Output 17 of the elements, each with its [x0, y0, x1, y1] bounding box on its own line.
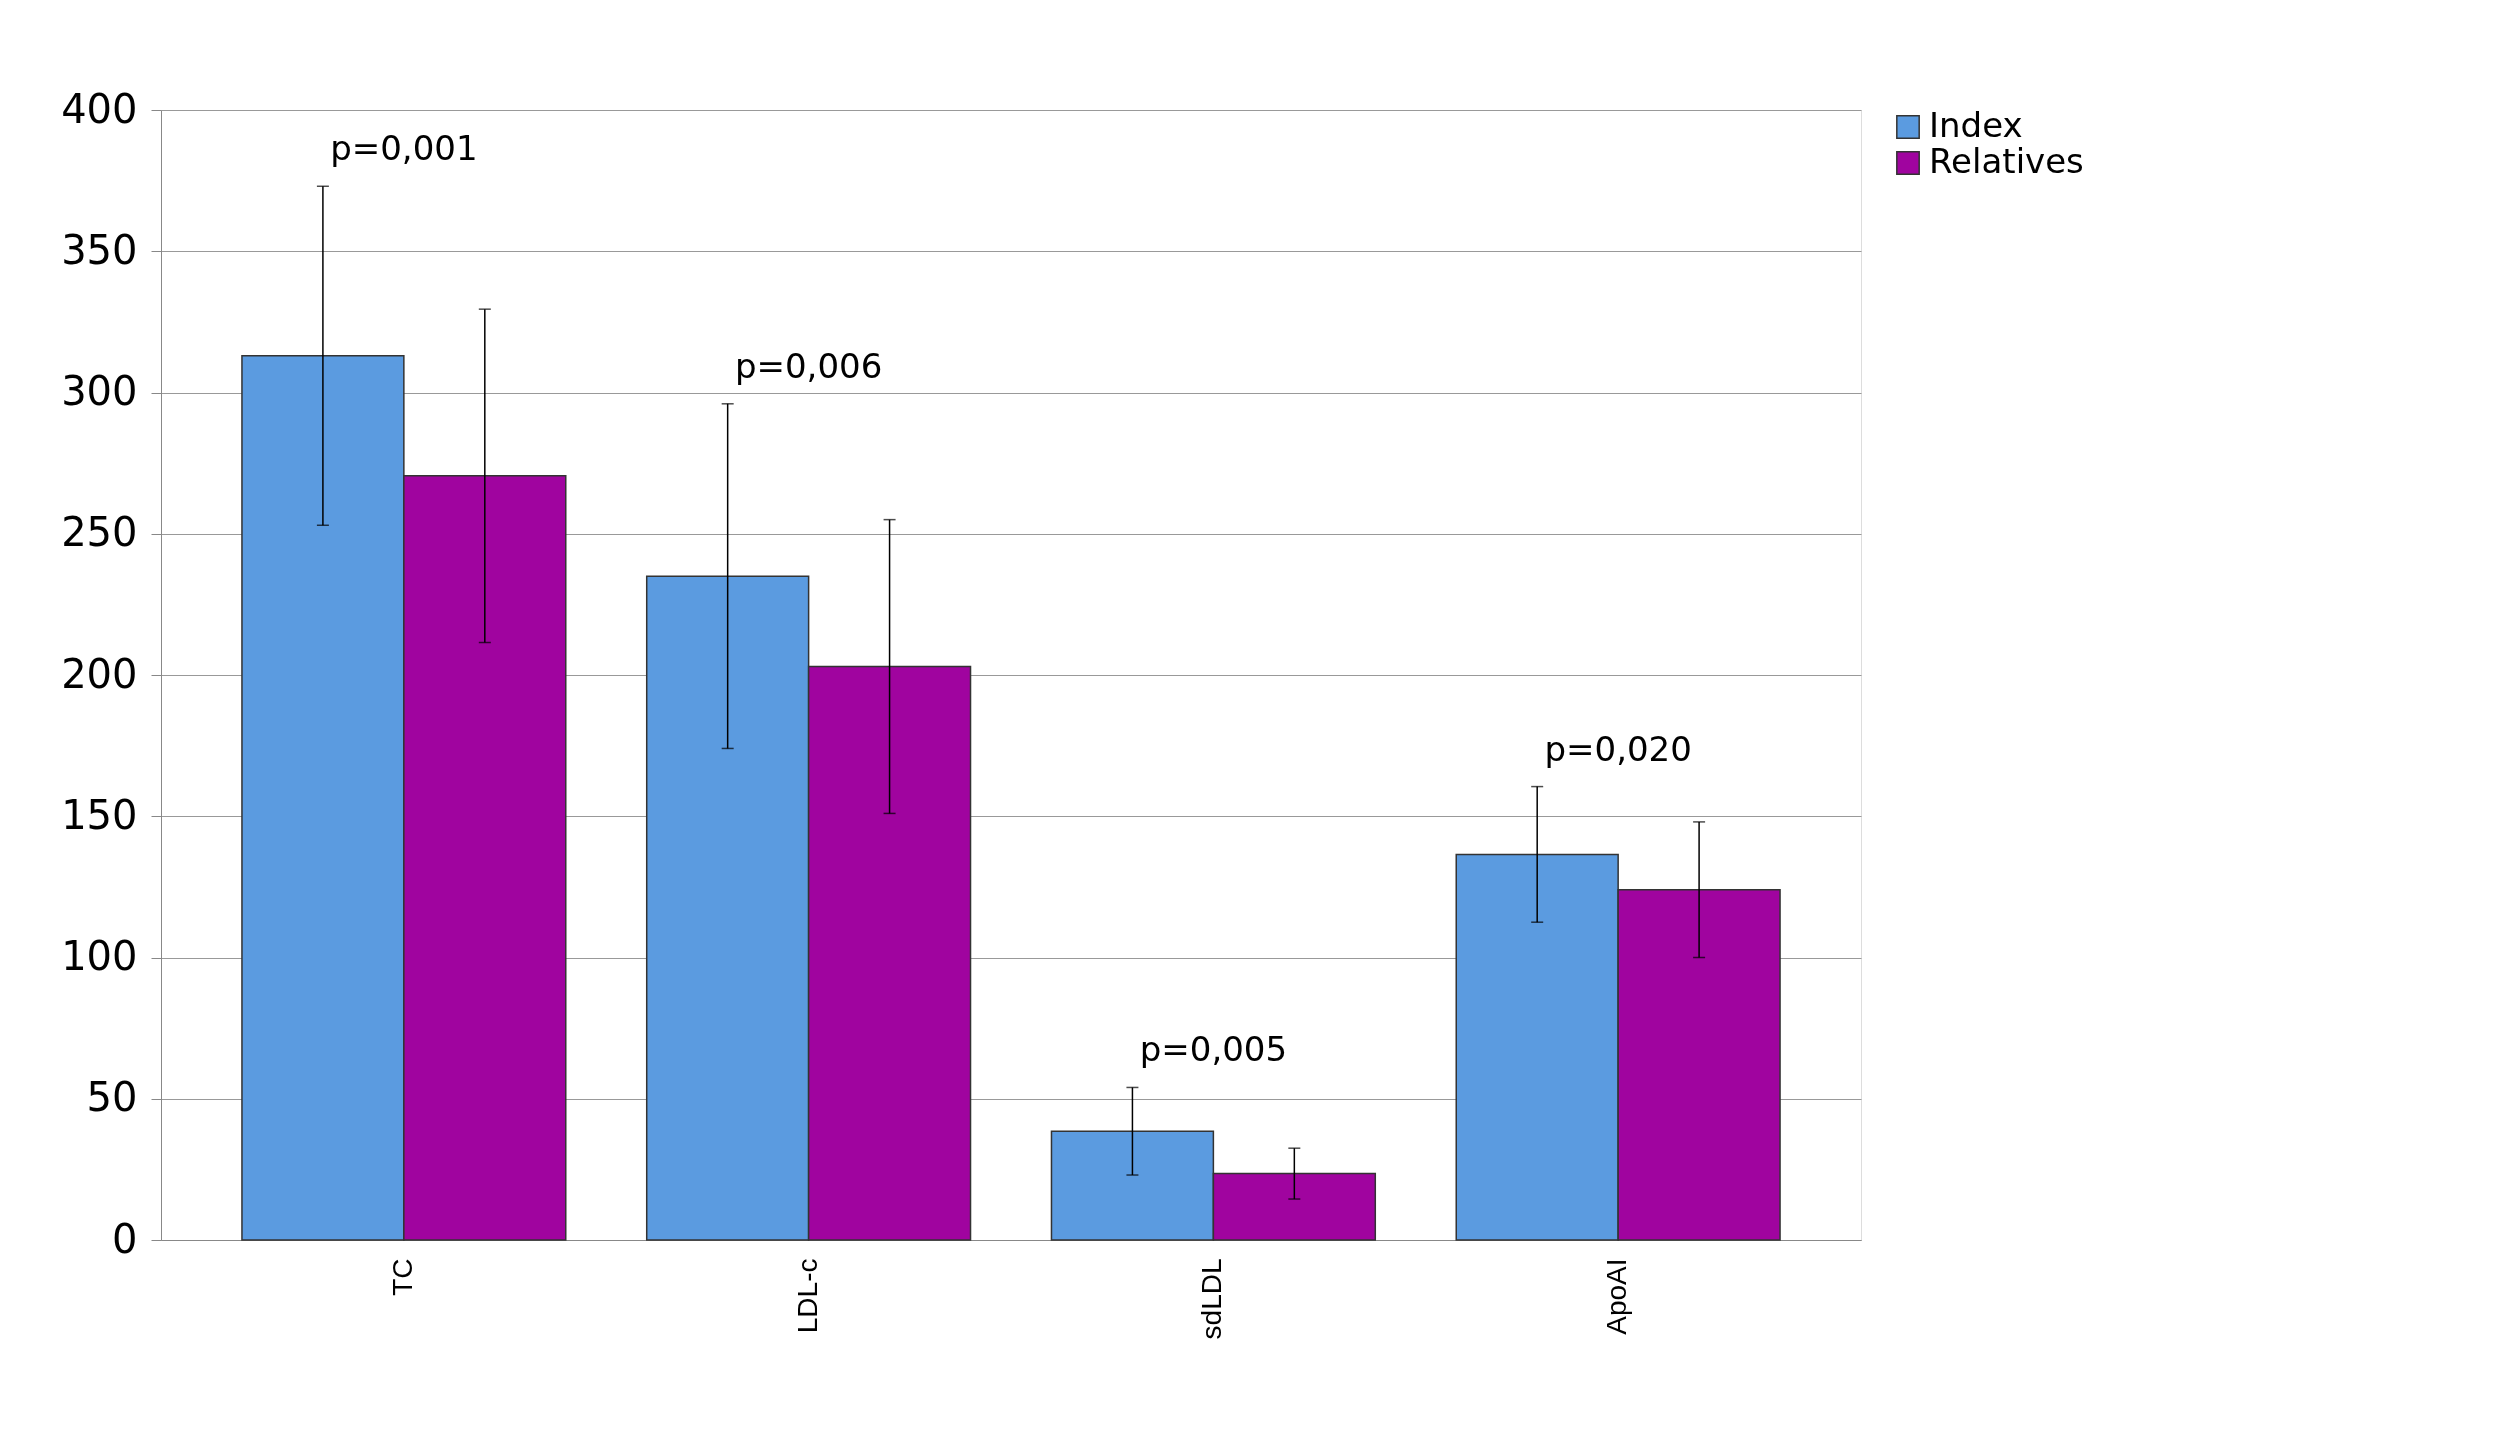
- y-tick-label: 0: [112, 1215, 138, 1262]
- x-tick-label: LDL-c: [791, 1258, 823, 1334]
- annotation: p=0,020: [1544, 728, 1692, 769]
- y-tick-label: 50: [86, 1074, 138, 1121]
- y-tick-label: 400: [61, 85, 138, 132]
- y-tick-label: 150: [61, 791, 138, 838]
- y-tick-label: 100: [61, 933, 138, 979]
- y-tick-label: 200: [61, 650, 138, 697]
- y-tick-label: 300: [61, 368, 138, 414]
- x-tick-label: ApoAI: [1601, 1258, 1633, 1335]
- x-tick-label: sdLDL: [1196, 1258, 1228, 1340]
- x-tick-label: TC: [386, 1258, 418, 1296]
- y-tick-label: 250: [61, 509, 138, 556]
- annotation: p=0,005: [1139, 1029, 1288, 1070]
- y-tick-label: 350: [61, 226, 138, 273]
- annotation: p=0,001: [330, 128, 478, 169]
- annotation: p=0,006: [734, 345, 883, 386]
